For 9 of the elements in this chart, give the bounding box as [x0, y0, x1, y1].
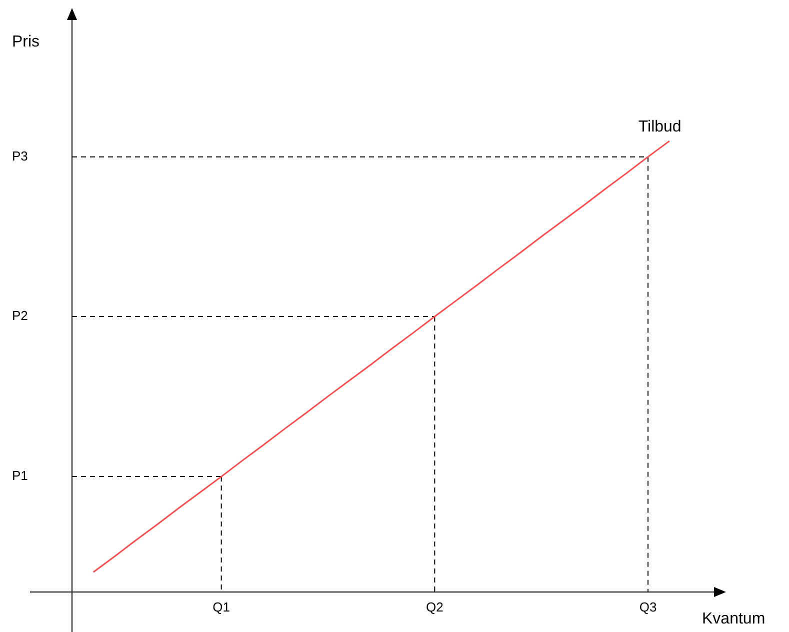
x-tick-label: Q3	[639, 599, 657, 614]
x-tick-label: Q1	[212, 599, 230, 614]
text: P2	[12, 308, 28, 324]
text: Pris	[12, 33, 40, 50]
x-tick-label: Q2	[426, 599, 444, 614]
series-label: Tilbud	[638, 118, 682, 136]
x-axis-title: Kvantum	[702, 610, 766, 628]
text: P3	[12, 148, 28, 164]
text: P1	[12, 468, 28, 484]
